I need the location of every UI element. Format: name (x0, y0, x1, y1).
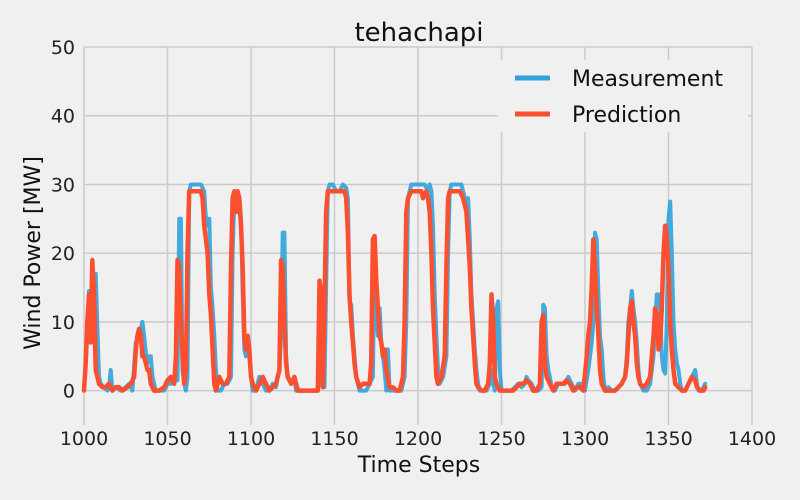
x-tick-label: 1300 (561, 428, 609, 450)
x-tick-labels: 1000 1050 1100 1150 1200 1250 1300 1350 1400 (60, 428, 776, 450)
x-axis-title: Time Steps (357, 453, 480, 478)
x-tick-label: 1000 (60, 428, 108, 450)
x-tick-label: 1350 (644, 428, 692, 450)
x-tick-label: 1100 (227, 428, 275, 450)
legend-label: Prediction (572, 103, 681, 128)
y-tick-label: 20 (51, 243, 75, 265)
legend: Measurement Prediction (498, 60, 748, 132)
chart-title: tehachapi (354, 18, 483, 48)
y-tick-labels: 0 10 20 30 40 50 (51, 37, 75, 403)
y-tick-label: 40 (51, 106, 75, 128)
y-tick-label: 30 (51, 174, 75, 196)
x-tick-label: 1250 (477, 428, 525, 450)
x-tick-label: 1150 (310, 428, 358, 450)
series-line-prediction (81, 189, 708, 393)
y-tick-label: 0 (63, 381, 75, 403)
series-lines (81, 182, 708, 393)
x-tick-label: 1200 (394, 428, 442, 450)
legend-background (498, 60, 748, 132)
y-tick-label: 50 (51, 37, 75, 59)
y-axis-title: Wind Power [MW] (21, 156, 46, 350)
y-tick-label: 10 (51, 312, 75, 334)
x-tick-label: 1400 (728, 428, 776, 450)
x-tick-label: 1050 (143, 428, 191, 450)
legend-label: Measurement (572, 67, 723, 92)
